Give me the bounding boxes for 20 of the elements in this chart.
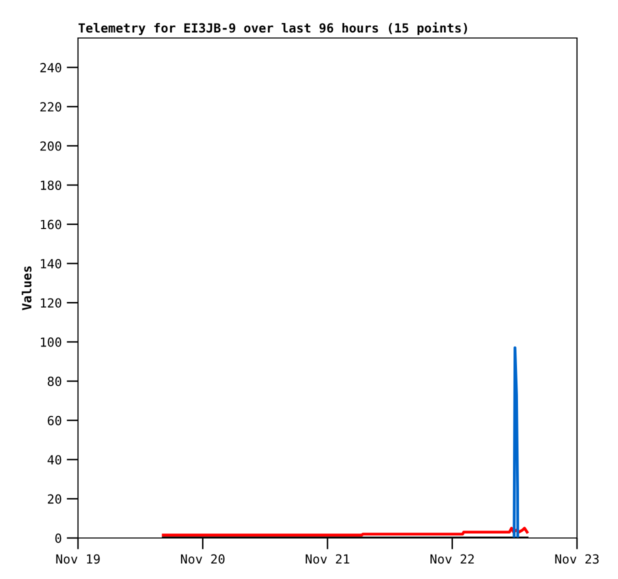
x-tick-label: Nov 22 [430,554,474,564]
y-tick-label: 160 [40,220,62,230]
y-tick-label: 120 [40,298,62,308]
y-tick-label: 200 [40,141,62,151]
y-tick-label: 140 [40,258,62,268]
x-tick-label: Nov 21 [306,554,350,564]
y-tick-label: 0 [55,534,62,543]
y-tick-label: 60 [48,416,62,426]
x-tick-label: Nov 23 [555,554,599,564]
chart-title: Telemetry for EI3JB-9 over last 96 hours (15 points) [78,22,467,36]
y-tick-label: 180 [40,180,62,190]
y-tick-label: 40 [48,455,62,465]
y-tick-label: 20 [48,494,62,504]
y-tick-label: 100 [40,337,62,347]
y-tick-label: 220 [40,102,62,112]
y-axis-title: Values [22,266,32,310]
x-tick-label: Nov 19 [56,554,100,564]
y-tick-label: 80 [48,376,62,386]
x-tick-label: Nov 20 [181,554,225,564]
y-tick-label: 240 [40,62,62,72]
